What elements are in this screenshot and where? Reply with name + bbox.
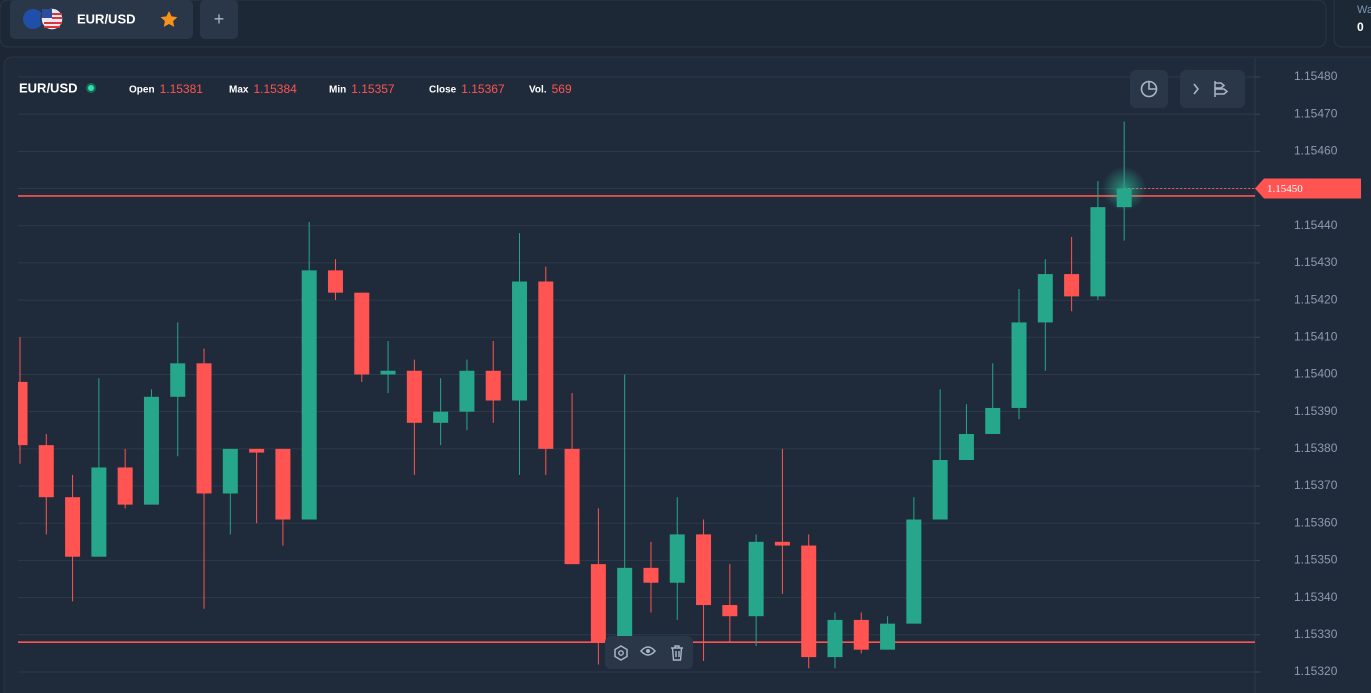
tab-symbol: EUR/USD — [77, 11, 136, 26]
candle-body — [459, 370, 475, 412]
candle-body — [748, 541, 764, 617]
info-label: Open — [129, 85, 155, 96]
info-value: 1.15384 — [253, 82, 297, 96]
candle-body — [853, 619, 869, 650]
candle-body — [485, 370, 501, 401]
y-tick-label: 1.15460 — [1294, 144, 1338, 158]
candle-body — [722, 605, 738, 617]
candle-body — [38, 445, 54, 498]
live-dot — [88, 85, 94, 91]
candle-body — [906, 519, 922, 624]
candle-body — [696, 534, 712, 606]
candle-body — [18, 381, 28, 446]
candle-body — [327, 270, 343, 293]
price-tag — [1255, 178, 1361, 199]
candle-body — [275, 448, 291, 520]
info-label: Vol. — [529, 85, 547, 96]
candle-body — [774, 541, 790, 546]
y-tick-label: 1.15400 — [1294, 367, 1338, 381]
candle-body — [958, 433, 974, 461]
info-label: Min — [329, 85, 346, 96]
y-tick-label: 1.15480 — [1294, 69, 1338, 83]
candle-body — [669, 534, 685, 583]
candle-body — [1116, 188, 1132, 208]
settings-icon-core — [618, 650, 624, 656]
candle-body — [406, 370, 422, 423]
info-value: 1.15381 — [160, 82, 204, 96]
eu-flag — [23, 9, 43, 29]
candle-body — [1037, 274, 1053, 323]
account-box[interactable] — [1333, 0, 1371, 48]
drawings-button[interactable] — [1180, 70, 1245, 108]
candle-body — [538, 281, 554, 449]
settings-button[interactable] — [614, 645, 628, 661]
candle-body — [380, 370, 396, 375]
candle-body — [827, 619, 843, 658]
candle-body — [354, 292, 370, 375]
us-flag-stripes — [44, 13, 62, 28]
candle-body — [512, 281, 528, 401]
us-flag-canton — [42, 9, 52, 18]
candle-body — [932, 460, 948, 520]
candle-body — [590, 564, 606, 643]
candle-body — [143, 396, 159, 505]
candle-body — [801, 545, 817, 658]
candle-body — [65, 497, 81, 557]
visibility-icon-pupil — [646, 649, 650, 653]
candle-body — [1064, 274, 1080, 297]
y-tick-label: 1.15440 — [1294, 218, 1338, 232]
y-tick-label: 1.15330 — [1294, 627, 1338, 641]
chart-panel — [3, 56, 1371, 693]
candle-body — [564, 448, 580, 565]
info-bar: EUR/USD Open 1.15381 Max 1.15384 Min 1.15357 C… — [19, 80, 572, 96]
add-tab-label: + — [214, 9, 225, 29]
candles — [18, 121, 1147, 669]
top-bar — [0, 0, 1327, 48]
drawings-icon — [1214, 81, 1229, 97]
account-label: Wa — [1357, 4, 1371, 16]
candle-body — [222, 448, 238, 494]
y-tick-label: 1.15320 — [1294, 664, 1338, 678]
y-tick-label: 1.15370 — [1294, 478, 1338, 492]
y-tick-label: 1.15360 — [1294, 515, 1338, 529]
y-tick-label: 1.15410 — [1294, 329, 1338, 343]
candle-body — [643, 567, 659, 583]
indicators-icon-slice — [1148, 81, 1157, 90]
y-tick-label: 1.15430 — [1294, 255, 1338, 269]
y-tick-label: 1.15340 — [1294, 590, 1338, 604]
candle-body — [196, 363, 212, 494]
candle-body — [117, 467, 133, 505]
candle-body — [170, 363, 186, 397]
y-tick-label: 1.15420 — [1294, 292, 1338, 306]
info-label: Close — [429, 85, 457, 96]
y-tick-label: 1.15470 — [1294, 106, 1338, 120]
chart-symbol: EUR/USD — [19, 80, 78, 95]
info-value: 1.15367 — [461, 82, 505, 96]
info-label: Max — [229, 85, 249, 96]
candle-body — [985, 407, 1001, 434]
expand-icon — [1193, 83, 1200, 95]
candle-body — [617, 567, 633, 639]
y-tick-label: 1.15350 — [1294, 553, 1338, 567]
price-tag-label: 1.15450 — [1267, 183, 1303, 195]
candle-body — [880, 623, 896, 650]
y-tick-label: 1.15380 — [1294, 441, 1338, 455]
info-value: 1.15357 — [351, 82, 395, 96]
favorite-star[interactable] — [160, 11, 178, 27]
candle-body — [433, 411, 449, 423]
info-value: 569 — [552, 82, 572, 96]
delete-button[interactable] — [671, 645, 683, 661]
candle-body — [1090, 207, 1106, 297]
candle-body — [301, 270, 317, 520]
account-value: 0 — [1357, 20, 1364, 34]
y-tick-label: 1.15390 — [1294, 404, 1338, 418]
candle-body — [249, 448, 265, 453]
visibility-button[interactable] — [640, 646, 656, 656]
candle-body — [91, 467, 107, 557]
candle-body — [1011, 322, 1027, 408]
add-tab-button[interactable] — [200, 0, 238, 39]
y-axis: 1.15480 1.15470 1.15460 1.15450 1.15440 1.154… — [1255, 69, 1361, 678]
